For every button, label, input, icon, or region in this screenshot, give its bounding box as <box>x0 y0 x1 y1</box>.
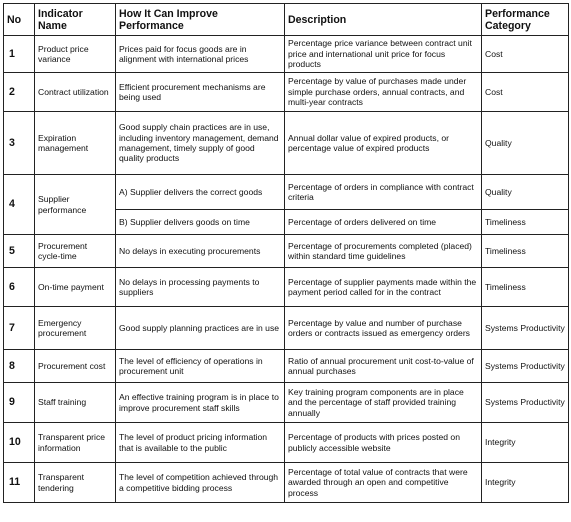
how-it-improves: Efficient procurement mechanisms are bei… <box>115 72 285 112</box>
performance-category: Systems Productivity <box>481 306 569 350</box>
row-number: 5 <box>3 234 35 268</box>
performance-category: Timeliness <box>481 209 569 235</box>
row-number: 2 <box>3 72 35 112</box>
description: Percentage of procurements completed (pl… <box>284 234 482 268</box>
table-row: 2 Contract utilization Efficient procure… <box>3 72 569 112</box>
indicator-name: Supplier performance <box>34 174 116 235</box>
how-it-improves: The level of efficiency of operations in… <box>115 349 285 383</box>
how-it-improves: A) Supplier delivers the correct goods <box>115 174 285 210</box>
header-no: No <box>3 3 35 36</box>
table-row: 6 On-time payment No delays in processin… <box>3 267 569 307</box>
indicator-name: Emergency procurement <box>34 306 116 350</box>
table-row: 4 Supplier performance A) Supplier deliv… <box>3 174 569 235</box>
description: Percentage of supplier payments made wit… <box>284 267 482 307</box>
table-row: 9 Staff training An effective training p… <box>3 382 569 423</box>
description: Key training program components are in p… <box>284 382 482 423</box>
header-how: How It Can Improve Performance <box>115 3 285 36</box>
row-number: 4 <box>3 174 35 235</box>
header-category: Performance Category <box>481 3 569 36</box>
header-indicator: Indicator Name <box>34 3 116 36</box>
performance-category: Systems Productivity <box>481 382 569 423</box>
row-number: 8 <box>3 349 35 383</box>
how-it-improves: Good supply chain practices are in use, … <box>115 111 285 175</box>
performance-category: Quality <box>481 174 569 210</box>
how-it-improves: The level of product pricing information… <box>115 422 285 463</box>
indicator-name: Staff training <box>34 382 116 423</box>
how-it-improves: No delays in processing payments to supp… <box>115 267 285 307</box>
performance-category: Timeliness <box>481 267 569 307</box>
table-row: 7 Emergency procurement Good supply plan… <box>3 306 569 350</box>
description: Percentage of orders delivered on time <box>284 209 482 235</box>
row-number: 6 <box>3 267 35 307</box>
header-description: Description <box>284 3 482 36</box>
how-it-improves: An effective training program is in plac… <box>115 382 285 423</box>
indicator-name: On-time payment <box>34 267 116 307</box>
row-number: 1 <box>3 35 35 73</box>
indicator-name: Transparent tendering <box>34 462 116 503</box>
how-it-improves: No delays in executing procurements <box>115 234 285 268</box>
indicator-name: Transparent price information <box>34 422 116 463</box>
performance-category: Timeliness <box>481 234 569 268</box>
table-row: B) Supplier delivers goods on time Perce… <box>4 209 569 235</box>
performance-category: Integrity <box>481 422 569 463</box>
description: Percentage price variance between contra… <box>284 35 482 73</box>
performance-category: Quality <box>481 111 569 175</box>
table-row: 8 Procurement cost The level of efficien… <box>3 349 569 383</box>
indicator-name: Procurement cost <box>34 349 116 383</box>
performance-category: Cost <box>481 72 569 112</box>
how-it-improves: Prices paid for focus goods are in align… <box>115 35 285 73</box>
how-it-improves: Good supply planning practices are in us… <box>115 306 285 350</box>
indicator-name: Expiration management <box>34 111 116 175</box>
performance-category: Cost <box>481 35 569 73</box>
row-number: 9 <box>3 382 35 423</box>
description: Percentage by value of purchases made un… <box>284 72 482 112</box>
indicator-name: Product price variance <box>34 35 116 73</box>
indicator-name: Contract utilization <box>34 72 116 112</box>
table-row: 1 Product price variance Prices paid for… <box>3 35 569 73</box>
table-row: 5 Procurement cycle-time No delays in ex… <box>3 234 569 268</box>
description: Percentage of orders in compliance with … <box>284 174 482 210</box>
description: Ratio of annual procurement unit cost-to… <box>284 349 482 383</box>
description: Percentage by value and number of purcha… <box>284 306 482 350</box>
performance-category: Integrity <box>481 462 569 503</box>
row-number: 7 <box>3 306 35 350</box>
row-number: 10 <box>3 422 35 463</box>
description: Percentage of total value of contracts t… <box>284 462 482 503</box>
performance-indicators-table: No Indicator Name How It Can Improve Per… <box>3 3 569 503</box>
row-number: 11 <box>3 462 35 503</box>
description: Annual dollar value of expired products,… <box>284 111 482 175</box>
table-row: 11 Transparent tendering The level of co… <box>3 462 569 503</box>
indicator-name: Procurement cycle-time <box>34 234 116 268</box>
how-it-improves: The level of competition achieved throug… <box>115 462 285 503</box>
table-row: 3 Expiration management Good supply chai… <box>3 111 569 175</box>
table-row: 10 Transparent price information The lev… <box>3 422 569 463</box>
how-it-improves: B) Supplier delivers goods on time <box>115 209 285 235</box>
row-number: 3 <box>3 111 35 175</box>
description: Percentage of products with prices poste… <box>284 422 482 463</box>
header-row: No Indicator Name How It Can Improve Per… <box>3 3 569 36</box>
performance-category: Systems Productivity <box>481 349 569 383</box>
